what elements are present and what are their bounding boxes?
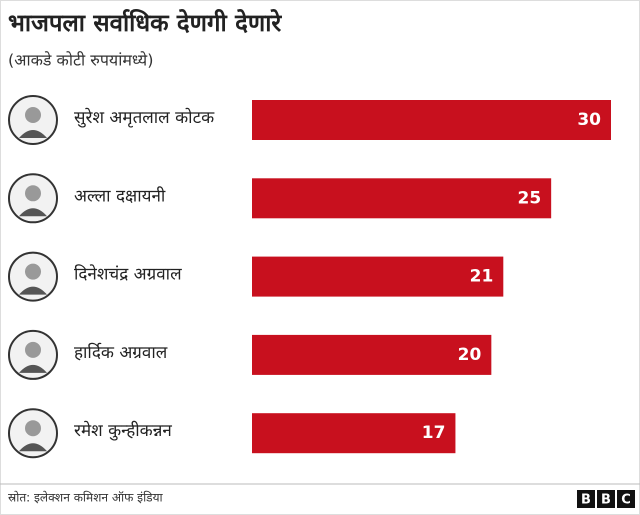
portrait-head (25, 420, 41, 437)
portrait (8, 329, 58, 380)
portrait-body (19, 208, 47, 217)
value-label: 30 (577, 110, 601, 130)
bar (252, 178, 552, 219)
portrait (8, 408, 58, 459)
value-label: 21 (470, 267, 494, 287)
bar (252, 256, 504, 297)
brand-box (597, 490, 615, 508)
category-label: अल्ला दक्षायनी (74, 185, 166, 206)
portrait (8, 251, 58, 302)
portrait-head (25, 185, 41, 202)
bar (252, 334, 492, 375)
category-label: रमेश कुन्हीकन्नन (74, 420, 172, 441)
brand-letter: B (601, 493, 611, 508)
portrait-body (19, 130, 47, 138)
brand-box (617, 490, 635, 508)
portrait-body (19, 443, 47, 452)
value-label: 17 (422, 423, 446, 443)
chart-subtitle: (आकडे कोटी रुपयांमध्ये) (8, 51, 153, 70)
value-label: 20 (458, 345, 482, 365)
portrait-body (19, 286, 47, 295)
portrait (8, 95, 58, 145)
category-label: हार्दिक अग्रवाल (74, 342, 168, 363)
category-label: सुरेश अमृतलाल कोटक (74, 107, 215, 128)
portrait-head (25, 341, 41, 358)
portrait-head (25, 263, 41, 280)
bar (252, 413, 456, 454)
portrait (8, 173, 58, 224)
chart-title: भाजपला सर्वाधिक देणगी देणारे (8, 9, 282, 37)
portrait-head (25, 107, 41, 123)
bar (252, 100, 611, 140)
brand-letter: C (621, 493, 631, 508)
brand-box (577, 490, 595, 508)
brand-letter: B (581, 493, 591, 508)
portrait-body (19, 364, 47, 373)
category-label: दिनेशचंद्र अग्रवाल (74, 264, 182, 285)
value-label: 25 (517, 188, 541, 208)
source: स्रोत: इलेक्शन कमिशन ऑफ इंडिया (8, 491, 164, 505)
